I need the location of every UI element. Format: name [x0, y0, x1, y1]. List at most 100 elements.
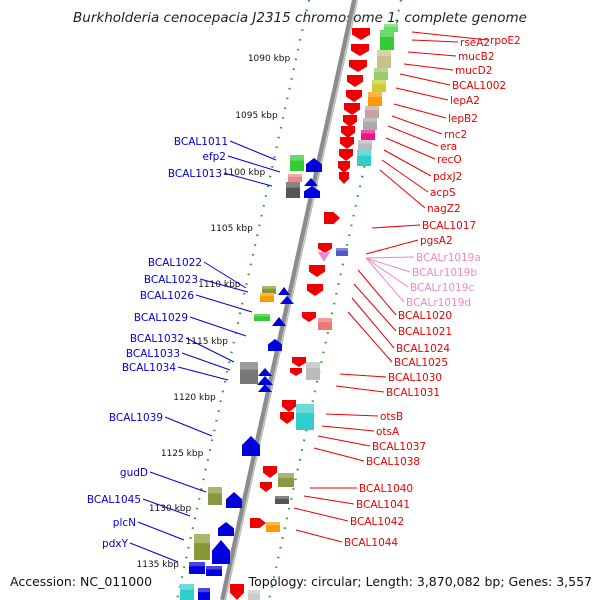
gene-label-left: BCAL1032	[130, 333, 184, 345]
gene-block-sheen	[266, 522, 280, 526]
label-leader-line	[317, 435, 371, 447]
gene-label-right: mucB2	[458, 51, 495, 63]
gene-arrow	[307, 284, 323, 296]
gene-label-right: rpoE2	[490, 35, 521, 47]
gene-block	[377, 50, 391, 68]
gene-block	[254, 314, 270, 321]
gene-block	[361, 130, 375, 140]
gene-block	[275, 496, 289, 504]
gene-block	[260, 293, 274, 302]
scale-label-kbp: 1100 kbp	[223, 168, 266, 178]
gene-label-right: lepB2	[448, 113, 478, 125]
label-leader-line	[411, 31, 489, 41]
gene-label-right: BCAL1044	[344, 537, 398, 549]
gene-block-sheen	[194, 534, 210, 544]
gene-label-right: BCAL1030	[388, 372, 442, 384]
gene-arrow	[344, 103, 360, 115]
gene-arrow	[306, 158, 322, 172]
scale-label-kbp: 1115 kbp	[186, 337, 229, 347]
label-leader-line	[385, 137, 436, 160]
gene-label-right: nagZ2	[427, 203, 461, 215]
label-leader-line	[137, 521, 185, 541]
gene-block-sheen	[358, 140, 372, 144]
label-leader-line	[403, 63, 454, 71]
gene-arrow	[272, 317, 286, 326]
gene-block-sheen	[286, 182, 300, 188]
gene-label-left: BCAL1034	[122, 362, 176, 374]
label-leader-line	[347, 311, 393, 363]
gene-block-sheen	[318, 318, 332, 323]
label-leader-line	[383, 149, 432, 177]
label-leader-line	[379, 169, 426, 209]
gene-block-sheen	[290, 155, 304, 161]
chromosome-backbone-highlight	[224, 0, 358, 600]
gene-label-right: BCAL1037	[372, 441, 426, 453]
rna-gene-arrow	[318, 252, 330, 262]
gene-arrow	[351, 44, 369, 56]
gene-block	[180, 584, 194, 600]
label-leader-line	[293, 507, 349, 522]
scale-label-kbp: 1135 kbp	[137, 560, 180, 570]
label-leader-line	[149, 471, 207, 493]
gene-arrow	[304, 178, 318, 186]
gene-block	[296, 404, 314, 430]
rna-gene-label: BCALr1019b	[412, 267, 477, 279]
gene-block-sheen	[361, 130, 375, 134]
gene-label-right: acpS	[430, 187, 456, 199]
label-leader-line	[339, 373, 387, 378]
gene-block	[240, 362, 258, 384]
gene-block	[306, 362, 320, 380]
gene-arrow	[230, 584, 244, 600]
gene-block-sheen	[372, 80, 386, 85]
gene-label-left: BCAL1039	[109, 412, 163, 424]
gene-label-left: BCAL1022	[148, 257, 202, 269]
gene-label-right: BCAL1041	[356, 499, 410, 511]
genome-summary-text: Topology: circular; Length: 3,870,082 bp…	[248, 574, 592, 589]
gene-arrow	[258, 368, 272, 376]
label-leader-line	[189, 316, 247, 337]
gene-arrow	[280, 296, 294, 304]
gene-block	[336, 248, 348, 256]
gene-label-right: era	[440, 141, 457, 153]
gene-label-right: BCAL1038	[366, 456, 420, 468]
gene-label-left: BCAL1011	[174, 136, 228, 148]
label-leader-line	[181, 352, 231, 371]
label-leader-line	[142, 498, 191, 517]
gene-block	[358, 140, 372, 150]
gene-label-right: rnc2	[444, 129, 467, 141]
gene-arrow	[212, 540, 230, 564]
scale-label-kbp: 1110 kbp	[198, 280, 241, 290]
gene-arrow	[340, 137, 354, 149]
gene-block-sheen	[206, 566, 222, 570]
label-leader-line	[177, 366, 229, 381]
gene-block-sheen	[368, 92, 382, 97]
gene-arrow	[349, 60, 367, 72]
gene-arrow	[341, 126, 355, 138]
gene-label-left: gudD	[120, 467, 148, 479]
gene-label-left: pdxY	[102, 538, 129, 550]
gene-block-sheen	[254, 314, 270, 317]
gene-label-right: BCAL1024	[396, 343, 450, 355]
gene-block-sheen	[374, 68, 388, 73]
gene-block-sheen	[278, 473, 294, 478]
gene-arrow	[290, 368, 302, 376]
gene-arrow	[242, 436, 260, 456]
gene-arrow	[258, 384, 272, 392]
gene-block	[372, 80, 386, 92]
label-leader-line	[353, 283, 397, 332]
label-leader-line	[399, 73, 451, 86]
gene-block	[288, 174, 302, 182]
gene-arrow	[268, 339, 282, 351]
gene-block	[380, 30, 394, 50]
gene-label-right: BCAL1042	[350, 516, 404, 528]
accession-text: Accession: NC_011000	[10, 574, 153, 589]
label-leader-line	[365, 257, 405, 303]
label-leader-line	[199, 278, 249, 293]
gene-arrow	[304, 186, 320, 198]
gene-label-left: BCAL1045	[87, 494, 141, 506]
gene-label-right: rseA2	[460, 37, 490, 49]
gene-arrow	[318, 243, 332, 253]
gene-arrow	[278, 287, 290, 295]
